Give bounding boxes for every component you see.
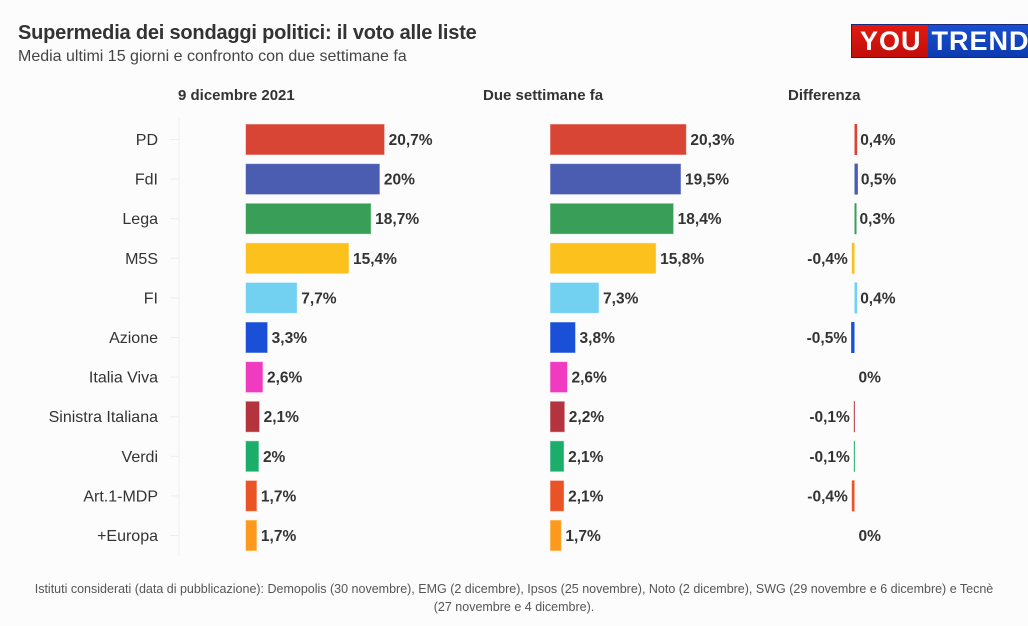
value-label-current: 18,7%: [375, 211, 419, 228]
value-label-difference: 0,3%: [860, 211, 896, 228]
value-label-previous: 18,4%: [678, 211, 722, 228]
value-label-current: 7,7%: [301, 290, 337, 307]
category-label: Sinistra Italiana: [49, 409, 158, 426]
value-label-difference: -0,1%: [809, 449, 850, 466]
chart-row: Lega 18,7% 18,4% 0,3%: [122, 202, 896, 235]
value-label-difference: 0,5%: [861, 172, 897, 189]
logo-you: YOU: [852, 25, 928, 57]
bar-current: [245, 519, 258, 552]
category-label: M5S: [125, 251, 158, 268]
youtrend-logo: YOU TREND: [851, 24, 1028, 58]
logo-trend: TREND: [927, 25, 1028, 57]
bar-previous: [549, 440, 565, 473]
bar-previous: [549, 123, 687, 156]
value-label-previous: 15,8%: [660, 251, 704, 268]
category-label: PD: [136, 132, 158, 149]
bar-previous: [549, 321, 577, 354]
value-label-difference: -0,4%: [807, 488, 848, 505]
chart-row: Italia Viva 2,6% 2,6% 0%: [89, 361, 882, 394]
bar-previous: [549, 400, 566, 433]
value-label-previous: 20,3%: [690, 132, 734, 149]
chart-title: Supermedia dei sondaggi politici: il vot…: [18, 22, 477, 44]
bar-current: [245, 242, 350, 275]
footnote-sources: Istituti considerati (data di pubblicazi…: [0, 580, 1028, 616]
column-header-previous: Due settimane fa: [483, 87, 604, 104]
category-label: Verdi: [122, 449, 158, 466]
value-label-current: 2,1%: [264, 409, 300, 426]
category-label: +Europa: [97, 528, 158, 545]
value-label-previous: 2,2%: [569, 409, 605, 426]
bar-difference: [853, 440, 855, 472]
category-label: Art.1-MDP: [83, 488, 158, 505]
bar-difference: [854, 282, 858, 314]
value-label-previous: 2,1%: [568, 488, 604, 505]
chart-row: Sinistra Italiana 2,1% 2,2% -0,1%: [49, 400, 855, 433]
bar-current: [245, 163, 381, 196]
bar-current: [245, 123, 386, 156]
bar-current: [245, 440, 260, 473]
bar-current: [245, 400, 261, 433]
column-header-difference: Differenza: [788, 87, 861, 104]
value-label-current: 2,6%: [267, 370, 303, 387]
value-label-difference: 0,4%: [860, 132, 896, 149]
value-label-previous: 2,1%: [568, 449, 604, 466]
value-label-previous: 2,6%: [571, 370, 607, 387]
bar-current: [245, 281, 298, 314]
value-label-difference: 0,4%: [860, 290, 896, 307]
value-label-difference: 0%: [859, 370, 882, 387]
bar-current: [245, 321, 269, 354]
bar-difference: [851, 480, 855, 512]
chart-row: +Europa 1,7% 1,7% 0%: [97, 519, 882, 552]
value-label-current: 15,4%: [353, 251, 397, 268]
value-label-current: 20,7%: [389, 132, 433, 149]
bar-previous: [549, 242, 657, 275]
category-label: Azione: [109, 330, 158, 347]
bar-difference: [854, 124, 858, 155]
chart-row: FdI 20% 19,5% 0,5%: [135, 163, 897, 196]
chart-row: M5S 15,4% 15,8% -0,4%: [125, 242, 855, 275]
category-label: FI: [144, 290, 158, 307]
bar-previous: [549, 519, 562, 552]
column-header-current: 9 dicembre 2021: [178, 87, 295, 104]
category-label: Italia Viva: [89, 370, 158, 387]
bar-difference: [854, 163, 858, 195]
bar-current: [245, 361, 264, 394]
bar-previous: [549, 361, 568, 394]
bar-current: [245, 202, 372, 235]
bar-difference: [853, 401, 855, 433]
value-label-previous: 3,8%: [580, 330, 616, 347]
value-label-current: 1,7%: [261, 488, 297, 505]
footnote-line-1: Istituti considerati (data di pubblicazi…: [34, 582, 994, 596]
value-label-current: 2%: [263, 449, 286, 466]
bar-previous: [549, 281, 600, 314]
category-label: Lega: [122, 211, 158, 228]
chart-row: Azione 3,3% 3,8% -0,5%: [109, 321, 855, 354]
value-label-previous: 19,5%: [685, 172, 729, 189]
bar-difference: [851, 322, 855, 353]
chart-row: Verdi 2% 2,1% -0,1%: [122, 440, 855, 473]
value-label-difference: -0,1%: [809, 409, 850, 426]
bar-previous: [549, 479, 565, 512]
value-label-previous: 7,3%: [603, 290, 639, 307]
chart-subtitle: Media ultimi 15 giorni e confronto con d…: [18, 48, 407, 65]
bar-previous: [549, 202, 675, 235]
bar-previous: [549, 163, 682, 196]
value-label-current: 20%: [384, 172, 415, 189]
category-label: FdI: [135, 172, 158, 189]
chart-row: FI 7,7% 7,3% 0,4%: [144, 281, 896, 314]
value-label-difference: -0,4%: [807, 251, 848, 268]
value-label-previous: 1,7%: [565, 528, 601, 545]
bar-difference: [854, 203, 857, 235]
footnote-line-2: (27 novembre e 4 dicembre).: [433, 600, 595, 614]
value-label-current: 1,7%: [261, 528, 297, 545]
value-label-difference: -0,5%: [807, 330, 848, 347]
bar-difference: [851, 242, 855, 274]
value-label-difference: 0%: [859, 528, 882, 545]
chart-row: PD 20,7% 20,3% 0,4%: [136, 123, 896, 156]
value-label-current: 3,3%: [272, 330, 308, 347]
chart-row: Art.1-MDP 1,7% 2,1% -0,4%: [83, 479, 855, 512]
bar-current: [245, 479, 258, 512]
